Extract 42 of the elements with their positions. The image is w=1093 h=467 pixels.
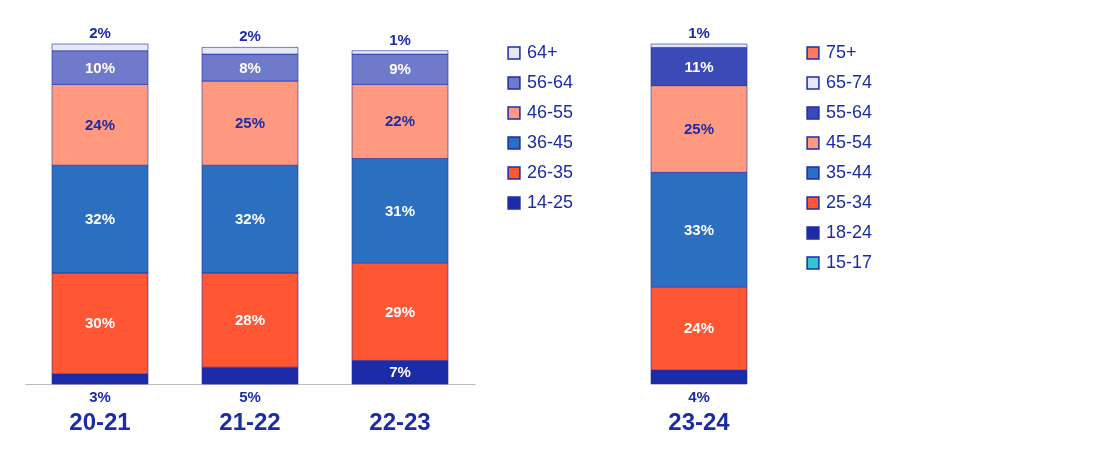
data-label: 32% <box>84 210 116 228</box>
legend-label: 64+ <box>527 42 558 62</box>
data-label: 25% <box>234 114 266 132</box>
legend-label: 65-74 <box>826 72 873 92</box>
data-label: 3% <box>89 388 111 405</box>
data-label: 5% <box>239 388 261 405</box>
legend-label: 36-45 <box>527 132 574 152</box>
data-label: 30% <box>84 314 116 332</box>
data-label: 7% <box>389 363 411 381</box>
legend-label: 55-64 <box>826 102 873 122</box>
data-label: 33% <box>683 220 715 238</box>
legend-label: 18-24 <box>826 222 873 242</box>
data-label: 22% <box>384 112 416 130</box>
x-tick-label: 20-21 <box>69 407 131 435</box>
data-label: 25% <box>683 120 715 137</box>
data-label: 9% <box>389 60 411 78</box>
legend-label: 14-25 <box>527 192 574 212</box>
x-tick-label: 23-24 <box>668 407 731 435</box>
data-label: 31% <box>384 201 416 219</box>
data-label: 1% <box>389 30 411 48</box>
data-label: 29% <box>384 302 416 320</box>
data-label: 11% <box>684 57 714 75</box>
data-label: 28% <box>234 311 266 329</box>
legend-label: 75+ <box>826 42 857 62</box>
legend-label: 15-17 <box>826 252 873 272</box>
legend-label: 46-55 <box>527 102 574 122</box>
legend-label: 45-54 <box>826 132 873 152</box>
data-label: 2% <box>239 27 261 45</box>
data-label: 24% <box>683 319 715 337</box>
legend-label: 26-35 <box>527 162 574 182</box>
data-label: 2% <box>89 24 111 41</box>
legend-label: 25-34 <box>826 192 873 212</box>
data-label: 4% <box>688 388 710 405</box>
legend-label: 35-44 <box>826 162 873 182</box>
data-label: 32% <box>234 210 266 228</box>
data-label: 1% <box>688 24 710 41</box>
legend-label: 56-64 <box>527 72 574 92</box>
data-label: 8% <box>239 58 261 76</box>
x-tick-label: 21-22 <box>219 407 281 435</box>
data-label: 24% <box>84 115 116 133</box>
x-tick-label: 22-23 <box>369 407 431 435</box>
data-label: 10% <box>84 58 116 76</box>
